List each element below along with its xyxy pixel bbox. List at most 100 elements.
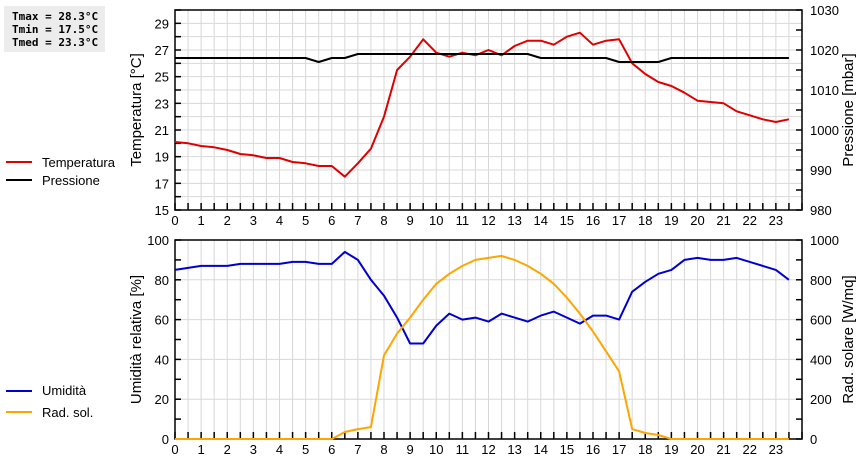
x-tick-label: 19 — [664, 213, 678, 228]
y2-tick-label: 200 — [810, 392, 832, 407]
y2-tick-label: 1010 — [810, 83, 839, 98]
y2-axis-title: Pressione [mbar] — [840, 53, 857, 166]
legend-swatch-blue — [6, 389, 32, 392]
x-tick-label: 3 — [250, 213, 257, 228]
y-tick-label: 15 — [155, 203, 169, 218]
temperature-stats-box: Tmax = 28.3°C Tmin = 17.5°C Tmed = 23.3°… — [4, 6, 105, 52]
x-tick-label: 4 — [276, 442, 283, 457]
tmed-text: Tmed = 23.3°C — [12, 36, 99, 49]
x-tick-label: 7 — [354, 442, 361, 457]
legend-swatch-black — [6, 179, 32, 181]
x-tick-label: 2 — [224, 442, 231, 457]
x-tick-label: 18 — [638, 442, 652, 457]
x-tick-label: 11 — [456, 442, 470, 457]
tmin-text: Tmin = 17.5°C — [12, 23, 99, 36]
x-tick-label: 1 — [198, 442, 205, 457]
y2-tick-label: 1030 — [810, 3, 839, 18]
y-tick-label: 100 — [147, 233, 169, 248]
y2-tick-label: 980 — [810, 203, 832, 218]
y-tick-label: 0 — [162, 432, 169, 447]
x-tick-label: 22 — [743, 442, 757, 457]
x-tick-label: 4 — [276, 213, 283, 228]
x-tick-label: 3 — [250, 442, 257, 457]
legend-item-umidita: Umidità — [6, 378, 93, 403]
legend-swatch-orange — [6, 411, 32, 413]
y2-tick-label: 1000 — [810, 123, 839, 138]
x-tick-label: 13 — [507, 442, 521, 457]
x-tick-label: 2 — [224, 213, 231, 228]
x-tick-label: 22 — [743, 213, 757, 228]
y2-tick-label: 600 — [810, 313, 832, 328]
y-tick-label: 23 — [155, 96, 169, 111]
x-tick-label: 15 — [560, 442, 574, 457]
y2-axis-title: Rad. solare [W/mq] — [840, 275, 857, 403]
y2-tick-label: 1000 — [810, 233, 839, 248]
y-tick-label: 25 — [155, 70, 169, 85]
x-tick-label: 5 — [302, 442, 309, 457]
legend-top: Temperatura Pressione — [6, 153, 115, 189]
y-tick-label: 17 — [155, 176, 169, 191]
x-tick-label: 10 — [429, 442, 443, 457]
x-tick-label: 0 — [171, 213, 178, 228]
y2-tick-label: 400 — [810, 352, 832, 367]
y-tick-label: 80 — [155, 273, 169, 288]
legend-label: Umidità — [42, 383, 87, 398]
y2-tick-label: 0 — [810, 432, 817, 447]
tmax-text: Tmax = 28.3°C — [12, 10, 99, 23]
x-tick-label: 14 — [534, 442, 548, 457]
x-tick-label: 10 — [429, 213, 443, 228]
x-tick-label: 13 — [507, 213, 521, 228]
legend-label: Rad. sol. — [42, 404, 94, 420]
series-line-rad-sol- — [175, 254, 789, 440]
x-tick-label: 5 — [302, 213, 309, 228]
legend-label: Pressione — [42, 172, 100, 188]
x-tick-label: 16 — [586, 442, 600, 457]
y2-tick-label: 800 — [810, 273, 832, 288]
legend-bottom: Umidità Rad. sol. — [6, 378, 93, 421]
legend-item-temperatura: Temperatura — [6, 153, 115, 171]
x-tick-label: 7 — [354, 213, 361, 228]
x-tick-label: 21 — [716, 213, 730, 228]
y-tick-label: 29 — [155, 16, 169, 31]
legend-item-radsol: Rad. sol. — [6, 403, 93, 421]
x-tick-label: 17 — [612, 442, 626, 457]
x-tick-label: 8 — [380, 442, 387, 457]
chart-temperature-pressure: 0 1 2 3 4 5 6 7 8 9 10 11 12 13 14 15 16 17 18 19 20 21 22 2315… — [128, 3, 857, 228]
y2-tick-label: 1020 — [810, 43, 839, 58]
y-tick-label: 60 — [155, 313, 169, 328]
x-tick-label: 11 — [456, 213, 470, 228]
x-tick-label: 1 — [198, 213, 205, 228]
x-tick-label: 14 — [534, 213, 548, 228]
x-tick-label: 12 — [481, 442, 495, 457]
chart-humidity-radiation: 0 1 2 3 4 5 6 7 8 9 10 11 12 13 14 15 16 17 18 19 20 21 22 2302… — [128, 233, 857, 457]
legend-label: Temperatura — [42, 154, 115, 170]
y-tick-label: 40 — [155, 352, 169, 367]
x-tick-label: 16 — [586, 213, 600, 228]
y-axis-title: Umidità relativa [%] — [128, 275, 145, 404]
y-axis-title: Temperatura [°C] — [128, 53, 145, 167]
x-tick-label: 23 — [769, 442, 783, 457]
y-tick-label: 20 — [155, 392, 169, 407]
y-tick-label: 21 — [155, 123, 169, 138]
x-tick-label: 21 — [716, 442, 730, 457]
y2-tick-label: 990 — [810, 163, 832, 178]
legend-swatch-red — [6, 161, 32, 163]
x-tick-label: 18 — [638, 213, 652, 228]
legend-item-pressione: Pressione — [6, 171, 115, 189]
x-tick-label: 0 — [171, 442, 178, 457]
series-line-pressione — [175, 53, 789, 63]
x-tick-label: 19 — [664, 442, 678, 457]
x-tick-label: 6 — [328, 442, 335, 457]
x-tick-label: 15 — [560, 213, 574, 228]
x-tick-label: 6 — [328, 213, 335, 228]
x-tick-label: 9 — [407, 442, 414, 457]
y-tick-label: 27 — [155, 43, 169, 58]
x-tick-label: 8 — [380, 213, 387, 228]
series-line-temperatura — [174, 31, 790, 178]
x-tick-label: 20 — [690, 442, 704, 457]
y-tick-label: 19 — [155, 150, 169, 165]
x-tick-label: 9 — [407, 213, 414, 228]
x-tick-label: 17 — [612, 213, 626, 228]
series-line-umidit- — [174, 250, 790, 345]
